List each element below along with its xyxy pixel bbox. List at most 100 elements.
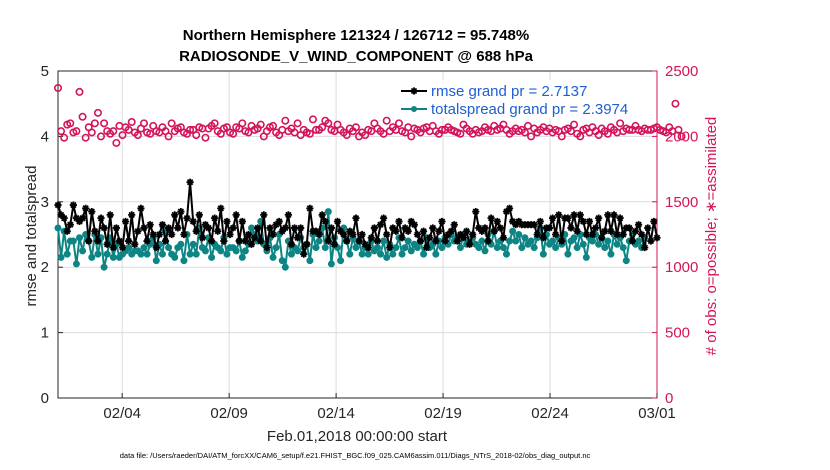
rmse-marker [413,230,421,239]
possible-obs-marker [351,123,360,132]
totalspread-marker [635,237,643,245]
rmse-marker [112,224,120,232]
rmse-marker [189,217,197,226]
rmse-marker [582,230,590,239]
totalspread-marker [158,250,166,258]
rmse-marker [321,217,329,226]
rmse-marker [536,217,544,226]
rmse-marker [595,214,603,222]
rmse-marker [607,227,615,235]
rmse-marker [125,237,133,245]
rmse-marker [177,208,185,216]
totalspread-marker [573,244,581,252]
rmse-marker [576,211,584,219]
totalspread-marker [281,263,289,271]
possible-obs-marker [201,133,210,142]
totalspread-marker [312,244,320,252]
totalspread-marker [100,263,108,271]
rmse-marker [395,217,403,226]
possible-obs-marker [210,119,219,128]
totalspread-marker [588,237,596,245]
rmse-marker [392,227,400,235]
totalspread-marker [321,244,329,252]
rmse-marker [149,230,157,239]
totalspread-marker [539,250,547,258]
totalspread-marker [189,240,197,248]
rmse-marker [158,221,167,229]
rmse-marker [450,221,458,229]
possible-obs-marker [90,119,99,128]
rmse-marker [444,230,452,239]
rmse-marker [410,221,418,229]
totalspread-marker [456,244,464,252]
totalspread-marker [152,257,160,265]
rmse-marker [364,243,372,252]
rmse-marker [610,211,618,219]
rmse-marker [143,237,151,245]
rmse-marker [294,234,302,242]
totalspread-marker [287,250,295,258]
totalspread-marker [383,253,391,261]
totalspread-marker [515,231,523,238]
rmse-marker [281,224,289,232]
possible-obs-marker [671,99,680,108]
y-tick-label-left: 2 [41,259,49,276]
totalspread-marker [294,247,302,255]
possible-obs-marker [557,132,566,141]
x-tick-label: 02/24 [531,405,569,422]
rmse-marker [647,237,655,245]
rmse-marker [585,217,594,226]
possible-obs-marker [57,127,66,136]
rmse-marker [260,211,268,219]
rmse-marker [312,227,320,235]
totalspread-marker [140,244,148,252]
totalspread-marker [420,250,428,258]
rmse-marker [146,221,154,229]
rmse-marker [638,230,646,239]
totalspread-marker [475,244,483,252]
totalspread-marker [401,244,409,252]
totalspread-marker [278,257,286,265]
rmse-marker [625,224,633,232]
possible-obs-marker [576,132,585,141]
totalspread-marker [413,244,421,252]
totalspread-marker [404,237,412,245]
rmse-marker [115,237,124,245]
rmse-marker [134,227,142,235]
rmse-marker [631,227,640,235]
totalspread-marker [238,253,246,261]
totalspread-marker [364,250,372,258]
totalspread-marker [481,247,489,255]
totalspread-marker [315,237,323,245]
rmse-marker [653,234,661,242]
rmse-marker [628,237,637,245]
totalspread-marker [619,244,627,252]
totalspread-marker [530,244,538,252]
totalspread-marker [607,250,615,258]
possible-obs-marker [97,132,106,141]
rmse-marker [106,211,114,219]
rmse-marker [469,230,477,239]
rmse-marker [475,224,483,232]
totalspread-marker [327,260,335,268]
totalspread-marker [499,244,507,252]
rmse-marker [266,224,274,232]
totalspread-marker [177,240,185,248]
totalspread-marker [552,244,560,252]
rmse-marker [94,237,102,245]
rmse-marker [441,237,449,245]
totalspread-marker [601,244,609,252]
possible-obs-marker [625,125,634,134]
x-axis-label: Feb.01,2018 00:00:00 start [267,428,448,445]
rmse-marker [75,217,84,226]
rmse-marker [558,237,566,245]
totalspread-marker [493,244,501,252]
totalspread-marker [186,250,194,258]
totalspread-marker [518,244,526,252]
y-axis-label-right: # of obs: o=possible; ∗=assimilated [703,117,720,356]
rmse-marker [164,224,173,232]
rmse-marker [490,227,498,235]
rmse-marker [459,234,468,242]
rmse-marker [324,237,332,245]
legend-background [396,80,654,118]
